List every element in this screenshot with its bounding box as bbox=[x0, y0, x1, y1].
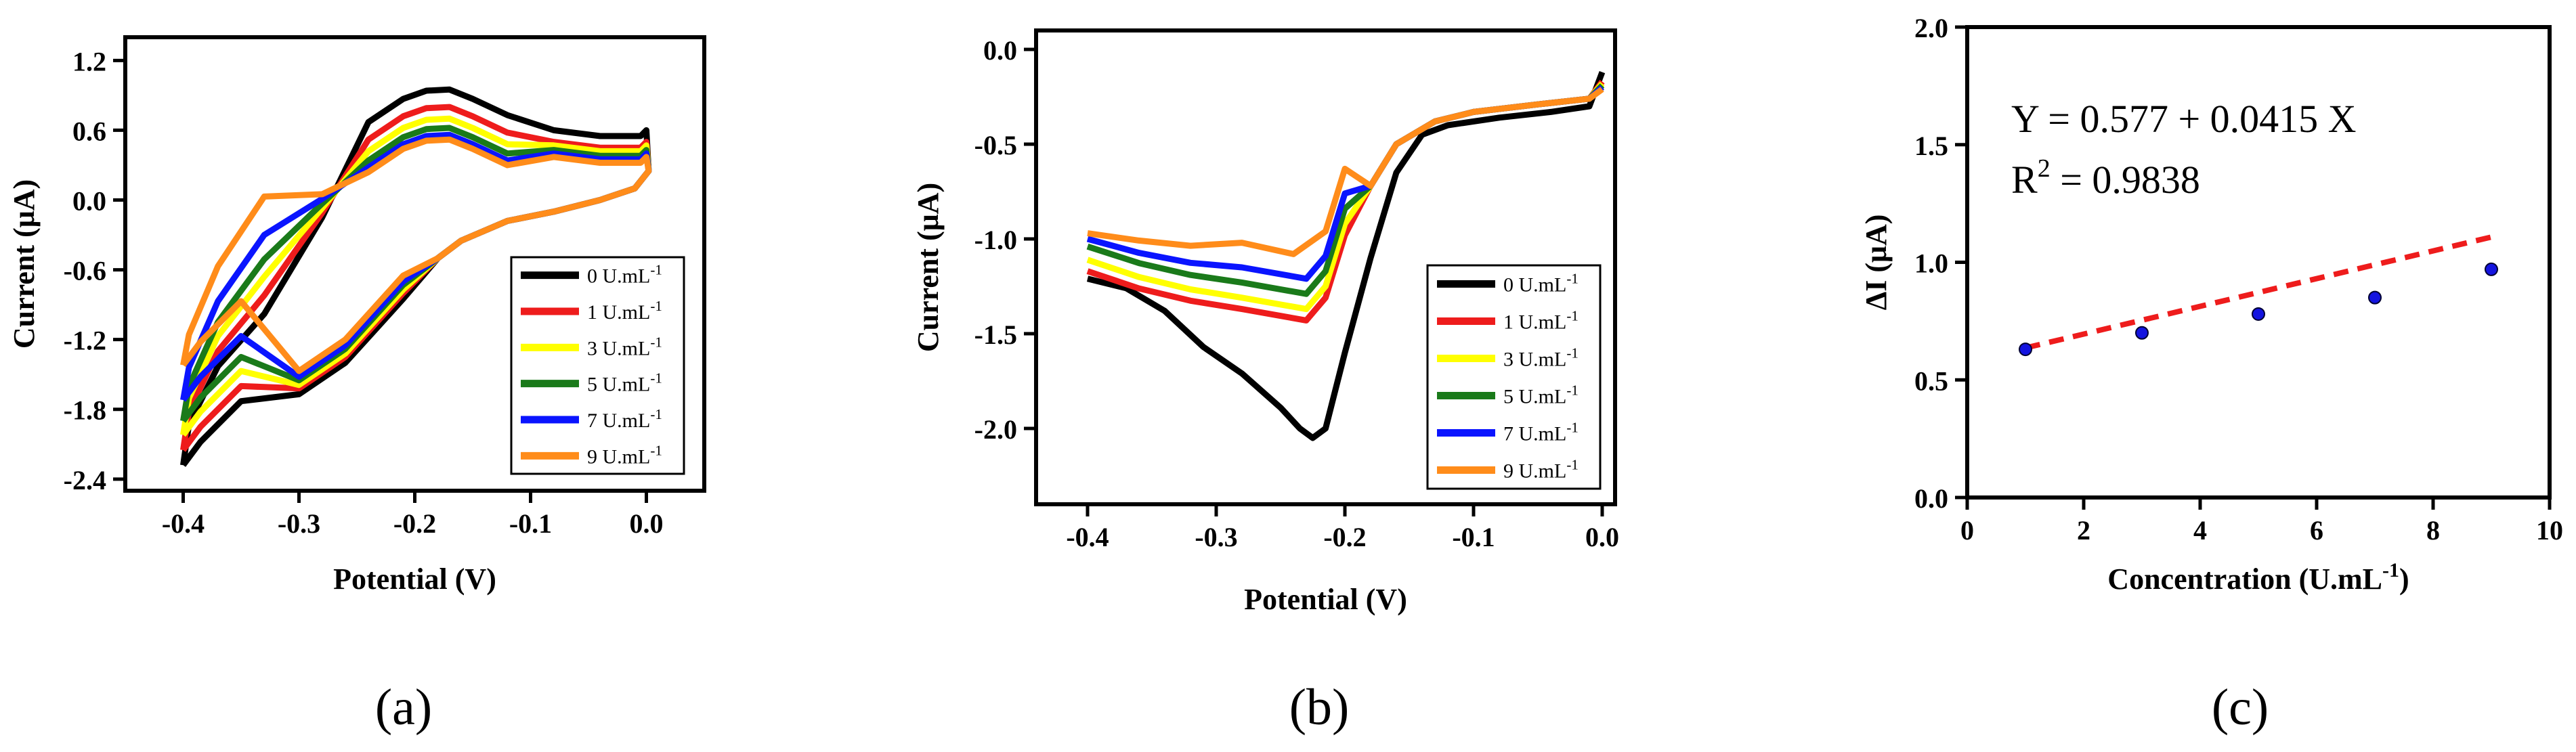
legend-entry: 7 U.mL-1 bbox=[587, 406, 662, 432]
y-tick-label: 0.0 bbox=[1914, 483, 1948, 514]
x-tick-label: -0.2 bbox=[1323, 522, 1366, 552]
legend-box bbox=[510, 256, 685, 475]
chart-panel-c: 0 2 4 6 8 10 0.0 0.5 1.0 1.5 2.0 Y = 0.577 + 0.0415… bbox=[1860, 13, 2563, 596]
x-tick-label: -0.2 bbox=[393, 508, 436, 539]
cv-curve bbox=[180, 86, 652, 467]
panel-label-b: (b) bbox=[1289, 679, 1350, 736]
x-tick-label: 4 bbox=[2193, 515, 2207, 546]
legend-entry: 9 U.mL-1 bbox=[1503, 457, 1579, 483]
legend-entry: 1 U.mL-1 bbox=[1503, 308, 1579, 334]
legend-entry: 5 U.mL-1 bbox=[587, 370, 662, 396]
fit-equation: Y = 0.577 + 0.0415 X bbox=[2011, 97, 2357, 141]
y-tick-label: -0.6 bbox=[64, 256, 106, 286]
x-axis-label: Potential (V) bbox=[333, 562, 496, 596]
legend: 0 U.mL-1 1 U.mL-1 3 U.mL-1 5 U.mL-1 7 U.mL-1… bbox=[1426, 264, 1602, 490]
legend-entry: 3 U.mL-1 bbox=[1503, 345, 1579, 371]
y-tick-label: 1.5 bbox=[1914, 131, 1948, 161]
x-tick-label: -0.1 bbox=[509, 508, 552, 539]
y-tick-label: -1.8 bbox=[64, 395, 106, 426]
x-tick-label: -0.4 bbox=[1066, 522, 1109, 552]
dpv-curve bbox=[1086, 71, 1606, 441]
chart-panel-b: -0.4 -0.3 -0.2 -0.1 0.0 -2.0 -1.5 -1.0 -0.5 0.0 0 … bbox=[911, 28, 1619, 616]
data-point bbox=[2368, 290, 2382, 305]
y-tick-label: -1.0 bbox=[974, 225, 1017, 255]
y-tick-label: 2.0 bbox=[1914, 13, 1948, 43]
panel-label-a: (a) bbox=[375, 679, 432, 736]
data-point bbox=[2485, 262, 2498, 276]
y-tick-label: 0.0 bbox=[72, 186, 106, 217]
y-tick-label: -1.2 bbox=[64, 326, 106, 356]
x-tick-label: -0.3 bbox=[1195, 522, 1237, 552]
y-axis-label: Current (μA) bbox=[911, 183, 945, 352]
y-axis-label: Current (μA) bbox=[7, 179, 41, 349]
x-tick-label: 0.0 bbox=[630, 508, 664, 539]
cv-curves bbox=[180, 86, 652, 467]
legend: 0 U.mL-1 1 U.mL-1 3 U.mL-1 5 U.mL-1 7 U.mL-1… bbox=[510, 256, 685, 475]
dpv-curve bbox=[1087, 87, 1604, 257]
cv-curve bbox=[180, 136, 652, 374]
y-tick-label: -0.5 bbox=[974, 130, 1017, 160]
data-point bbox=[2135, 326, 2149, 340]
y-tick-label: 1.2 bbox=[72, 46, 106, 76]
y-tick-label: 0.5 bbox=[1914, 366, 1948, 396]
legend-entry: 9 U.mL-1 bbox=[587, 442, 662, 468]
legend-box bbox=[1426, 264, 1602, 490]
panel-label-c: (c) bbox=[2212, 679, 2269, 736]
plot-frame bbox=[1034, 28, 1617, 506]
y-tick-label: 1.0 bbox=[1914, 248, 1948, 279]
legend-entry: 3 U.mL-1 bbox=[587, 334, 662, 359]
data-point bbox=[2252, 307, 2265, 321]
y-tick-label: -2.0 bbox=[974, 414, 1017, 445]
x-axis-label: Potential (V) bbox=[1244, 583, 1407, 616]
legend-entry: 0 U.mL-1 bbox=[587, 262, 662, 288]
x-tick-label: 2 bbox=[2077, 515, 2090, 546]
y-tick-label: -1.5 bbox=[974, 319, 1017, 350]
r-squared: R2 = 0.9838 bbox=[2011, 154, 2200, 202]
cv-curve bbox=[180, 115, 652, 437]
legend-entry: 7 U.mL-1 bbox=[1503, 420, 1579, 445]
x-tick-label: 0 bbox=[1960, 515, 1974, 546]
dpv-curves bbox=[1086, 71, 1606, 441]
y-tick-label: -2.4 bbox=[64, 465, 106, 495]
x-tick-label: 0.0 bbox=[1585, 522, 1619, 552]
x-axis-label: Concentration (U.mL-1) bbox=[2107, 559, 2409, 596]
x-tick-label: -0.1 bbox=[1452, 522, 1495, 552]
legend-entry: 0 U.mL-1 bbox=[1503, 271, 1579, 296]
x-tick-label: 8 bbox=[2426, 515, 2440, 546]
legend-entry: 5 U.mL-1 bbox=[1503, 382, 1579, 408]
y-axis-label: ΔI (μA) bbox=[1860, 215, 1893, 311]
x-tick-label: 10 bbox=[2536, 515, 2563, 546]
legend-entry: 1 U.mL-1 bbox=[587, 298, 662, 324]
chart-panel-a: -0.4 -0.3 -0.2 -0.1 0.0 -2.4 -1.8 -1.2 -0.6 0.0 0.… bbox=[7, 35, 706, 596]
x-tick-label: -0.3 bbox=[278, 508, 320, 539]
y-tick-label: 0.0 bbox=[983, 35, 1017, 66]
x-tick-label: 6 bbox=[2310, 515, 2323, 546]
fit-line bbox=[2025, 234, 2492, 351]
y-tick-label: 0.6 bbox=[72, 116, 106, 146]
x-tick-label: -0.4 bbox=[162, 508, 205, 539]
data-point bbox=[2019, 342, 2032, 357]
